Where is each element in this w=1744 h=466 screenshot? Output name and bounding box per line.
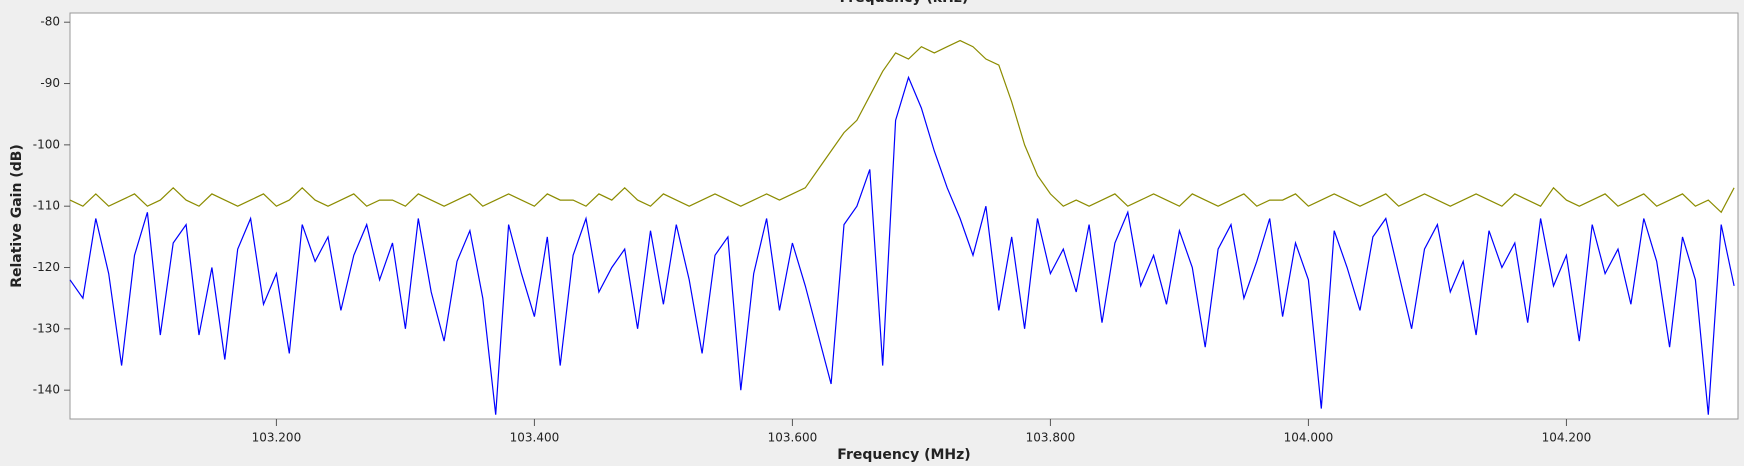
y-tick-label: -140	[33, 383, 60, 397]
x-axis-label: Frequency (MHz)	[837, 447, 970, 463]
chart-title: Frequency (kHz)	[840, 0, 969, 6]
x-tick-label: 103.600	[768, 431, 818, 445]
y-tick-label: -100	[33, 137, 60, 151]
x-tick-label: 104.200	[1542, 431, 1592, 445]
y-tick-label: -90	[40, 76, 60, 90]
x-tick-label: 103.200	[252, 431, 302, 445]
series-line	[69, 39, 1735, 214]
series-line	[69, 75, 1735, 415]
x-tick-label: 103.800	[1026, 431, 1076, 445]
y-tick-label: -120	[33, 260, 60, 274]
y-tick-label: -110	[33, 199, 60, 213]
y-tick-label: -80	[40, 15, 60, 29]
x-tick-label: 104.000	[1284, 431, 1334, 445]
x-tick-label: 103.400	[510, 431, 560, 445]
plot-area	[69, 12, 1739, 420]
y-axis-label: Relative Gain (dB)	[9, 144, 25, 288]
y-tick-label: -130	[33, 321, 60, 335]
